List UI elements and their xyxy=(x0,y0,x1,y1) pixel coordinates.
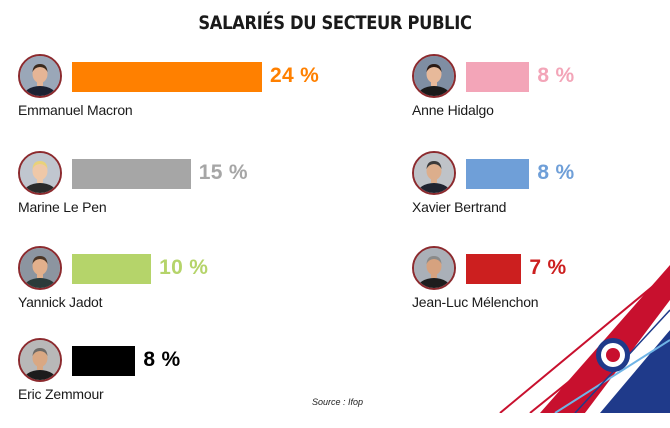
avatar xyxy=(412,151,456,195)
candidate-jean-luc-melenchon: 7 % Jean-Luc Mélenchon xyxy=(412,246,670,336)
category-label-jean-luc-melenchon: Jean-Luc Mélenchon xyxy=(412,294,539,310)
avatar xyxy=(18,338,62,382)
value-label-emmanuel-macron: 24 % xyxy=(270,64,320,87)
bar-yannick-jadot xyxy=(72,254,152,284)
avatar xyxy=(18,151,62,195)
value-label-jean-luc-melenchon: 7 % xyxy=(529,256,567,279)
avatar xyxy=(18,246,62,290)
category-label-xavier-bertrand: Xavier Bertrand xyxy=(412,199,507,215)
category-label-eric-zemmour: Eric Zemmour xyxy=(18,386,104,402)
category-label-anne-hidalgo: Anne Hidalgo xyxy=(412,102,494,118)
chart-title: SALARIÉS DU SECTEUR PUBLIC xyxy=(198,12,472,34)
value-label-eric-zemmour: 8 % xyxy=(143,348,181,371)
candidate-eric-zemmour: 8 % Eric Zemmour xyxy=(18,338,338,428)
candidate-emmanuel-macron: 24 % Emmanuel Macron xyxy=(18,54,338,144)
value-label-xavier-bertrand: 8 % xyxy=(537,161,575,184)
candidate-xavier-bertrand: 8 % Xavier Bertrand xyxy=(412,151,670,241)
bar-eric-zemmour xyxy=(72,346,136,376)
candidate-marine-le-pen: 15 % Marine Le Pen xyxy=(18,151,338,241)
value-label-yannick-jadot: 10 % xyxy=(159,256,209,279)
candidate-anne-hidalgo: 8 % Anne Hidalgo xyxy=(412,54,670,144)
category-label-emmanuel-macron: Emmanuel Macron xyxy=(18,102,133,118)
bar-anne-hidalgo xyxy=(466,62,530,92)
value-label-marine-le-pen: 15 % xyxy=(198,161,248,184)
category-label-yannick-jadot: Yannick Jadot xyxy=(18,294,103,310)
avatar xyxy=(412,54,456,98)
avatar xyxy=(18,54,62,98)
bar-xavier-bertrand xyxy=(466,159,530,189)
category-label-marine-le-pen: Marine Le Pen xyxy=(18,199,107,215)
candidate-yannick-jadot: 10 % Yannick Jadot xyxy=(18,246,338,336)
source-note: Source : Ifop xyxy=(312,397,364,407)
value-label-anne-hidalgo: 8 % xyxy=(537,64,575,87)
bar-emmanuel-macron xyxy=(72,62,262,92)
bar-jean-luc-melenchon xyxy=(466,254,522,284)
avatar xyxy=(412,246,456,290)
bar-marine-le-pen xyxy=(72,159,191,189)
